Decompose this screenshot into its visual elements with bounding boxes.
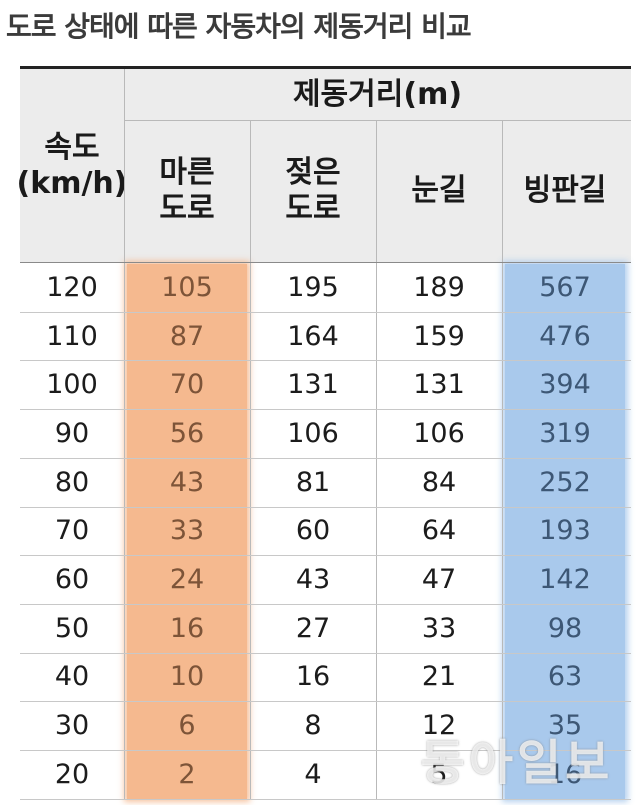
distance-cell: 16 <box>295 661 331 693</box>
distance-cell: 98 <box>547 612 583 644</box>
table-header-background <box>20 69 631 262</box>
row-divider <box>20 652 631 654</box>
distance-cell: 64 <box>421 515 457 547</box>
distance-cell: 394 <box>539 369 591 401</box>
ice-road-highlight <box>505 264 625 799</box>
distance-cell: 35 <box>547 710 583 742</box>
header-bottom-line <box>20 262 631 263</box>
row-divider <box>20 360 631 362</box>
distance-cell: 24 <box>169 564 205 596</box>
distance-cell: 81 <box>295 466 331 498</box>
speed-cell: 120 <box>46 271 98 303</box>
distance-cell: 10 <box>169 661 205 693</box>
distance-cell: 63 <box>547 661 583 693</box>
row-divider <box>20 311 631 313</box>
distance-cell: 33 <box>169 515 205 547</box>
speed-cell: 80 <box>54 466 90 498</box>
distance-cell: 142 <box>539 564 591 596</box>
distance-cell: 164 <box>287 320 339 352</box>
distance-cell: 252 <box>539 466 591 498</box>
distance-cell: 567 <box>539 271 591 303</box>
row-divider <box>20 603 631 605</box>
column-header: 마른 도로 <box>124 120 250 262</box>
speed-header: 속도 (km/h) <box>17 69 128 262</box>
column-header-line2: 도로 <box>285 191 341 226</box>
column-header-line2: 도로 <box>159 191 215 226</box>
table-bottom-line <box>20 798 631 800</box>
speed-cell: 40 <box>54 661 90 693</box>
table-top-rule <box>20 66 631 69</box>
column-header: 눈길 <box>376 120 502 262</box>
distance-cell: 21 <box>421 661 457 693</box>
distance-cell: 6 <box>178 710 196 742</box>
distance-cell: 319 <box>539 417 591 449</box>
distance-cell: 16 <box>169 612 205 644</box>
row-divider <box>20 409 631 411</box>
distance-cell: 4 <box>304 758 322 790</box>
column-header-line1: 마른 <box>159 155 215 190</box>
speed-cell: 70 <box>54 515 90 547</box>
column-header-line1: 젖은 <box>285 155 341 190</box>
distance-cell: 16 <box>547 758 583 790</box>
grid-line <box>376 120 377 800</box>
distance-cell: 106 <box>413 417 465 449</box>
braking-distance-group-header: 제동거리(m) <box>292 76 463 112</box>
distance-cell: 476 <box>539 320 591 352</box>
column-header: 젖은 도로 <box>250 120 376 262</box>
grid-line <box>124 69 125 800</box>
distance-cell: 195 <box>287 271 339 303</box>
distance-cell: 189 <box>413 271 465 303</box>
column-header-line1: 빙판길 <box>523 173 607 208</box>
distance-cell: 131 <box>413 369 465 401</box>
distance-cell: 70 <box>169 369 205 401</box>
grid-line <box>502 120 503 800</box>
distance-cell: 56 <box>169 417 205 449</box>
speed-header-line1: 속도 <box>44 129 100 165</box>
distance-cell: 159 <box>413 320 465 352</box>
column-header: 빙판길 <box>502 120 628 262</box>
column-header-line1: 눈길 <box>411 173 467 208</box>
distance-cell: 43 <box>169 466 205 498</box>
distance-cell: 43 <box>295 564 331 596</box>
page-title: 도로 상태에 따른 자동차의 제동거리 비교 <box>6 10 472 43</box>
distance-cell: 2 <box>178 758 196 790</box>
grid-line <box>124 120 631 121</box>
speed-cell: 50 <box>54 612 90 644</box>
speed-cell: 100 <box>46 369 98 401</box>
distance-cell: 12 <box>421 710 457 742</box>
distance-cell: 27 <box>295 612 331 644</box>
distance-cell: 87 <box>169 320 205 352</box>
distance-cell: 8 <box>304 710 322 742</box>
speed-header-line2: (km/h) <box>16 165 128 201</box>
row-divider <box>20 506 631 508</box>
distance-cell: 60 <box>295 515 331 547</box>
speed-cell: 20 <box>54 758 90 790</box>
row-divider <box>20 457 631 459</box>
speed-cell: 110 <box>46 320 98 352</box>
dry-road-highlight <box>127 264 247 799</box>
row-divider <box>20 701 631 703</box>
speed-cell: 60 <box>54 564 90 596</box>
row-divider <box>20 750 631 751</box>
distance-cell: 193 <box>539 515 591 547</box>
distance-cell: 131 <box>287 369 339 401</box>
speed-cell: 30 <box>54 710 90 742</box>
distance-cell: 105 <box>161 271 213 303</box>
distance-cell: 47 <box>421 564 457 596</box>
distance-cell: 84 <box>421 466 457 498</box>
distance-cell: 33 <box>421 612 457 644</box>
speed-cell: 90 <box>54 417 90 449</box>
distance-cell: 106 <box>287 417 339 449</box>
grid-line <box>250 120 251 800</box>
row-divider <box>20 555 631 557</box>
distance-cell: 5 <box>430 758 448 790</box>
